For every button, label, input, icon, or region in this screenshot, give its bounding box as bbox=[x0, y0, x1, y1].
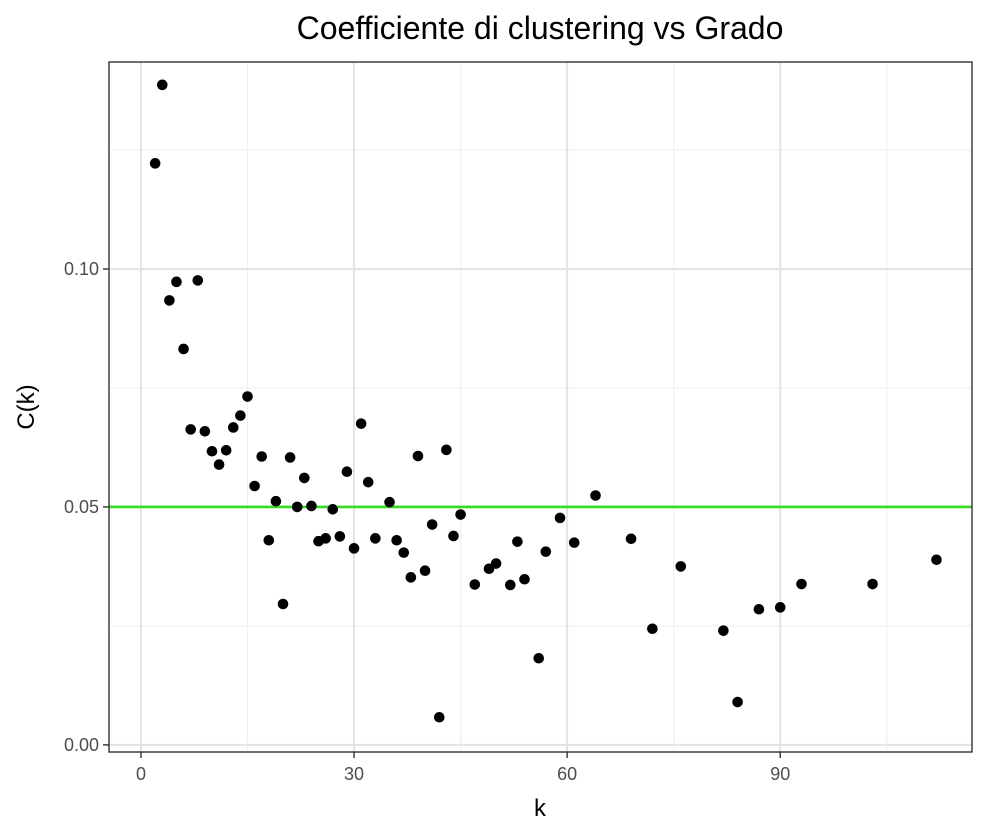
y-tick-label: 0.05 bbox=[64, 497, 99, 517]
x-tick-label: 30 bbox=[344, 764, 364, 784]
data-point bbox=[156, 79, 168, 91]
data-point bbox=[277, 598, 289, 610]
data-point bbox=[341, 466, 353, 478]
plot-panel bbox=[109, 62, 972, 752]
data-point bbox=[398, 547, 410, 558]
data-point bbox=[448, 530, 459, 542]
data-points bbox=[149, 79, 942, 723]
data-point bbox=[384, 496, 395, 508]
data-point bbox=[242, 391, 253, 402]
data-point bbox=[412, 450, 424, 462]
data-point bbox=[370, 533, 381, 544]
y-axis: 0.00 0.05 0.10 bbox=[64, 259, 109, 755]
data-point bbox=[228, 422, 239, 433]
data-point bbox=[235, 410, 246, 421]
data-point bbox=[568, 537, 580, 548]
data-point bbox=[213, 459, 225, 470]
data-point bbox=[391, 534, 402, 546]
data-point bbox=[469, 579, 481, 590]
data-point bbox=[455, 509, 466, 520]
data-point bbox=[426, 519, 438, 530]
data-point bbox=[362, 476, 374, 488]
data-point bbox=[512, 536, 523, 547]
chart-title: Coefficiente di clustering vs Grado bbox=[297, 10, 784, 46]
data-point bbox=[220, 445, 232, 456]
data-point bbox=[554, 512, 566, 524]
data-point bbox=[732, 696, 743, 708]
data-point bbox=[299, 472, 310, 484]
data-point bbox=[199, 425, 211, 437]
data-point bbox=[185, 424, 196, 435]
data-point bbox=[249, 480, 260, 492]
data-point bbox=[490, 558, 502, 569]
plot-border bbox=[108, 61, 973, 753]
data-point bbox=[931, 554, 942, 566]
data-point bbox=[774, 602, 786, 613]
data-point bbox=[519, 573, 530, 585]
x-tick-label: 90 bbox=[770, 764, 790, 784]
data-point bbox=[867, 578, 878, 590]
data-point bbox=[533, 652, 545, 664]
data-point bbox=[796, 578, 807, 590]
data-point bbox=[419, 565, 431, 576]
data-point bbox=[405, 572, 417, 583]
data-point bbox=[256, 451, 268, 462]
data-point bbox=[441, 444, 452, 456]
data-point bbox=[355, 418, 367, 429]
x-axis: 0 30 60 90 bbox=[136, 752, 790, 784]
data-point bbox=[320, 533, 331, 544]
x-axis-title: k bbox=[534, 795, 547, 822]
data-point bbox=[505, 579, 516, 591]
data-point bbox=[284, 452, 296, 463]
data-point bbox=[348, 543, 360, 554]
data-point bbox=[171, 276, 182, 288]
data-point bbox=[540, 546, 552, 557]
data-point bbox=[291, 501, 303, 513]
data-point bbox=[590, 490, 601, 501]
data-point bbox=[753, 603, 765, 615]
y-axis-title: C(k) bbox=[13, 384, 40, 429]
data-point bbox=[270, 495, 282, 507]
data-point bbox=[178, 343, 189, 355]
data-point bbox=[164, 295, 175, 306]
y-tick-label: 0.00 bbox=[64, 735, 99, 755]
y-tick-label: 0.10 bbox=[64, 259, 99, 279]
data-point bbox=[263, 534, 275, 546]
data-point bbox=[192, 275, 204, 286]
data-point bbox=[647, 623, 658, 635]
data-point bbox=[334, 531, 346, 542]
data-point bbox=[675, 561, 687, 572]
x-tick-label: 0 bbox=[136, 764, 146, 784]
data-point bbox=[306, 500, 317, 512]
data-point bbox=[433, 711, 445, 723]
data-point bbox=[149, 158, 161, 169]
data-point bbox=[718, 625, 729, 636]
x-tick-label: 60 bbox=[557, 764, 577, 784]
data-point bbox=[625, 533, 637, 545]
data-point bbox=[206, 445, 218, 457]
data-point bbox=[327, 504, 339, 515]
